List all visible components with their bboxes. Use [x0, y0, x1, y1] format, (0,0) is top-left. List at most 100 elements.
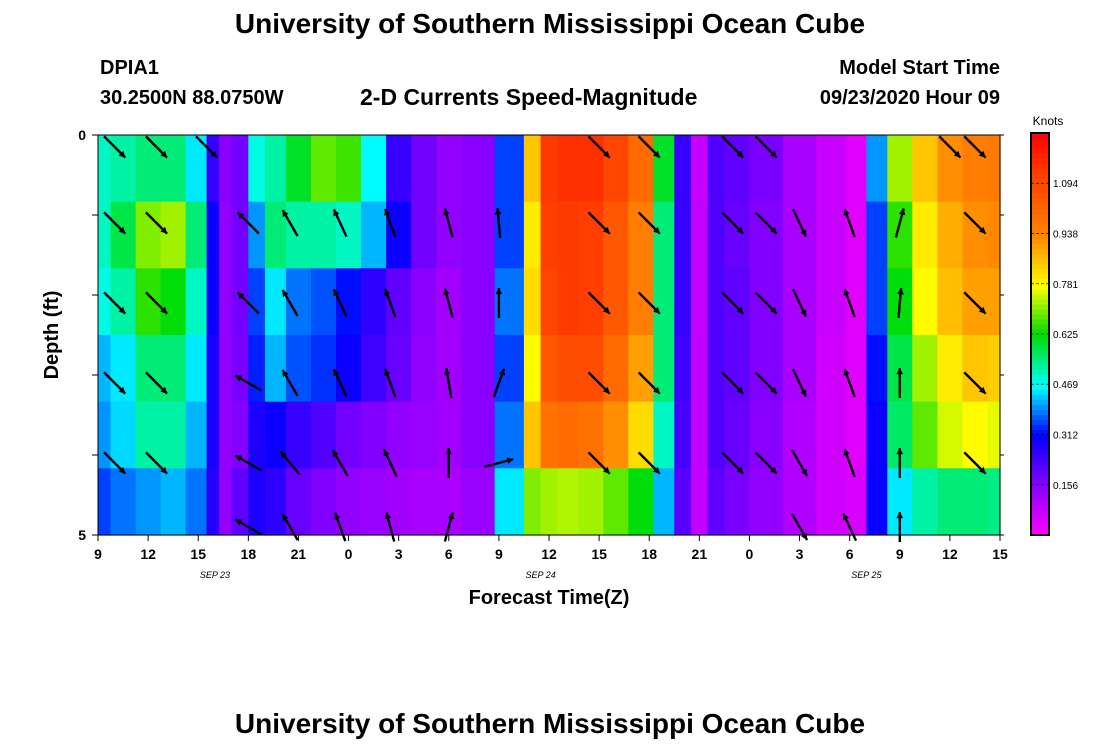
colorbar-segment [1031, 334, 1049, 340]
colorbar-segment [1031, 399, 1049, 405]
colorbar-segment [1031, 213, 1049, 219]
heatmap-cell [749, 335, 784, 403]
heatmap-cell [603, 401, 629, 469]
current-vector-arrow [145, 291, 168, 315]
station-id: DPIA1 [100, 57, 159, 79]
date-label: SEP 25 [851, 570, 882, 580]
colorbar-segment [1031, 354, 1049, 360]
heatmap-cell [578, 468, 604, 536]
heatmap-cell [135, 401, 162, 469]
heatmap-cell [866, 468, 888, 536]
current-vector-arrow [587, 371, 611, 395]
heatmap-cell [523, 201, 542, 269]
heatmap-cell [265, 401, 287, 469]
colorbar-segment [1031, 148, 1049, 154]
current-vector-arrow [236, 291, 260, 315]
current-vector-arrow [281, 209, 299, 237]
current-vector-arrow [103, 371, 127, 395]
heatmap-cell [912, 135, 938, 203]
current-vector-arrow [754, 211, 778, 235]
heatmap-cell [436, 335, 462, 403]
heatmap-cell [962, 135, 989, 203]
colorbar-tick-label: 0.312 [1053, 431, 1078, 442]
colorbar-segment [1031, 268, 1049, 275]
heatmap-cell [707, 401, 725, 469]
current-vector-arrow [443, 367, 453, 399]
heatmap-cell [219, 468, 233, 536]
heatmap-cell [691, 401, 709, 469]
heatmap-cell [987, 401, 1001, 469]
current-vector-arrow [721, 451, 745, 475]
model-start-label: Model Start Time [839, 57, 1000, 79]
current-vector-arrow [792, 208, 807, 238]
heatmap-cell [361, 135, 387, 203]
heatmap-cell [523, 468, 542, 536]
heatmap-cell [912, 468, 938, 536]
heatmap-cell [603, 201, 629, 269]
x-axis-label: Forecast Time(Z) [469, 587, 630, 609]
heatmap-cell [98, 401, 112, 469]
current-vector-arrow [382, 448, 398, 478]
heatmap-cell [361, 468, 387, 536]
heatmap-cell [749, 135, 784, 203]
current-vector-arrow [754, 135, 778, 159]
current-vector-arrow [721, 371, 745, 395]
heatmap-cell [98, 135, 112, 203]
current-vector-arrow [145, 451, 168, 475]
heatmap-cell [578, 201, 604, 269]
current-vector-arrow [637, 451, 661, 475]
current-vector-arrow [145, 135, 168, 159]
heatmap-cell [185, 135, 208, 203]
heatmap-cell [653, 335, 675, 403]
colorbar-segment [1031, 263, 1049, 270]
x-tick-label: 15 [992, 546, 1008, 562]
heatmap-cell [816, 335, 847, 403]
heatmap-cell [628, 468, 654, 536]
current-vector-arrow [637, 291, 661, 315]
current-vector-arrow [587, 211, 611, 235]
heatmap-cell [311, 135, 337, 203]
current-vector-arrow [103, 291, 127, 315]
heatmap-cell [285, 135, 312, 203]
current-vector-arrow [896, 448, 904, 478]
x-tick-label: 9 [94, 546, 102, 562]
heatmap-cell [937, 201, 964, 269]
heatmap-cell [523, 401, 542, 469]
heatmap-cell [674, 201, 692, 269]
heatmap-cell [185, 468, 208, 536]
page-title: University of Southern Mississippi Ocean… [234, 8, 866, 39]
colorbar-segment [1031, 318, 1049, 325]
colorbar-segment [1031, 143, 1049, 149]
current-vector-arrow [484, 457, 514, 469]
heatmap-cell [578, 135, 604, 203]
current-vector-arrow [443, 208, 454, 238]
heatmap-cell [816, 135, 847, 203]
heatmap-cell [724, 335, 751, 403]
heatmap-cell [523, 268, 542, 336]
heatmap-cell [219, 268, 233, 336]
current-vector-arrow [587, 135, 611, 159]
current-vector-arrow [103, 451, 127, 475]
current-vector-arrow [963, 211, 987, 235]
heatmap-cell [311, 401, 337, 469]
y-tick-label: 5 [78, 527, 86, 543]
heatmap-cell [845, 268, 867, 336]
heatmap-cell [206, 268, 220, 336]
heatmap-cell [265, 268, 287, 336]
colorbar-tick-label: 0.469 [1053, 380, 1078, 391]
heatmap-cell [557, 268, 579, 336]
heatmap-cell [962, 401, 989, 469]
heatmap-cell [411, 335, 437, 403]
current-vectors [103, 135, 987, 542]
heatmap-cell [557, 401, 579, 469]
colorbar-segment [1031, 283, 1049, 290]
colorbar-segment [1031, 253, 1049, 260]
heatmap-cell [578, 268, 604, 336]
x-tick-label: 9 [896, 546, 904, 562]
heatmap-cell [691, 468, 709, 536]
x-tick-label: 15 [591, 546, 607, 562]
colorbar-segment [1031, 519, 1049, 526]
colorbar-segment [1031, 233, 1049, 240]
current-vector-arrow [443, 512, 455, 542]
